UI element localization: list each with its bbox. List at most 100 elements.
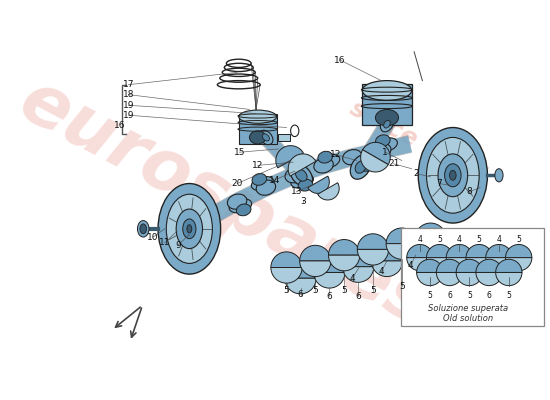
Wedge shape — [415, 239, 446, 254]
Text: 10: 10 — [147, 232, 159, 242]
Ellipse shape — [353, 154, 375, 168]
Text: 6: 6 — [327, 292, 332, 301]
Ellipse shape — [259, 130, 273, 145]
Wedge shape — [426, 258, 453, 271]
Text: 4: 4 — [497, 235, 502, 244]
Text: 12: 12 — [252, 161, 263, 170]
Wedge shape — [362, 142, 390, 164]
Ellipse shape — [256, 180, 276, 195]
Wedge shape — [496, 259, 522, 272]
Text: 20: 20 — [232, 179, 243, 188]
Wedge shape — [343, 251, 374, 267]
Text: 5: 5 — [467, 291, 472, 300]
Wedge shape — [371, 245, 403, 261]
Wedge shape — [406, 258, 433, 271]
Wedge shape — [496, 272, 522, 286]
Ellipse shape — [262, 134, 270, 141]
Text: 14: 14 — [268, 176, 280, 185]
Text: 17: 17 — [123, 80, 134, 89]
Wedge shape — [416, 272, 443, 286]
Wedge shape — [436, 272, 463, 286]
Ellipse shape — [362, 81, 411, 100]
Wedge shape — [285, 262, 316, 278]
Wedge shape — [466, 258, 492, 271]
Text: 5: 5 — [477, 235, 482, 244]
Wedge shape — [486, 258, 512, 271]
Text: 6: 6 — [298, 290, 304, 299]
Ellipse shape — [376, 110, 399, 126]
Text: 4: 4 — [457, 235, 462, 244]
Wedge shape — [386, 228, 417, 244]
Wedge shape — [285, 278, 316, 294]
Ellipse shape — [138, 220, 149, 237]
Wedge shape — [426, 244, 453, 258]
Text: 19: 19 — [123, 101, 134, 110]
Ellipse shape — [495, 169, 503, 182]
Text: 4: 4 — [417, 235, 422, 244]
Wedge shape — [371, 261, 403, 276]
Text: 21: 21 — [388, 159, 399, 168]
Ellipse shape — [252, 174, 267, 185]
Wedge shape — [436, 259, 463, 272]
Wedge shape — [328, 255, 360, 271]
Text: 6: 6 — [487, 291, 492, 300]
Text: 5: 5 — [341, 286, 347, 295]
Ellipse shape — [418, 128, 487, 223]
Text: 5: 5 — [284, 286, 289, 295]
Text: 4: 4 — [378, 267, 384, 276]
Text: 5: 5 — [516, 235, 521, 244]
Wedge shape — [400, 255, 431, 271]
Wedge shape — [318, 183, 339, 200]
Text: 4: 4 — [350, 274, 355, 283]
Text: eurospares: eurospares — [7, 66, 443, 342]
Text: 16: 16 — [114, 121, 126, 130]
Wedge shape — [446, 258, 472, 271]
Text: 15: 15 — [234, 148, 245, 157]
Wedge shape — [456, 259, 482, 272]
Text: 2: 2 — [414, 169, 420, 178]
Ellipse shape — [355, 161, 366, 173]
Ellipse shape — [187, 225, 192, 233]
Text: 3: 3 — [300, 197, 306, 206]
Text: 6: 6 — [355, 292, 361, 301]
Ellipse shape — [384, 120, 390, 128]
Text: 8: 8 — [466, 187, 472, 196]
Ellipse shape — [251, 176, 274, 190]
Wedge shape — [400, 240, 431, 255]
Ellipse shape — [371, 143, 391, 158]
Text: 5: 5 — [427, 291, 432, 300]
Wedge shape — [271, 268, 302, 283]
Text: since 1985: since 1985 — [346, 96, 491, 188]
Ellipse shape — [250, 131, 266, 144]
Wedge shape — [271, 252, 302, 268]
Wedge shape — [358, 250, 389, 265]
Ellipse shape — [314, 158, 333, 173]
Ellipse shape — [381, 117, 393, 132]
Text: 5: 5 — [437, 235, 442, 244]
Wedge shape — [486, 244, 512, 258]
Text: 13: 13 — [290, 187, 302, 196]
Ellipse shape — [227, 194, 247, 209]
FancyBboxPatch shape — [402, 228, 544, 326]
Ellipse shape — [291, 174, 313, 188]
Wedge shape — [456, 272, 482, 286]
Ellipse shape — [183, 219, 196, 239]
Bar — [278, 134, 290, 141]
Ellipse shape — [229, 199, 252, 213]
Wedge shape — [505, 258, 532, 271]
Text: 19: 19 — [123, 111, 134, 120]
Text: 5: 5 — [399, 282, 405, 291]
Wedge shape — [328, 240, 360, 255]
Wedge shape — [343, 267, 374, 282]
Text: 5: 5 — [312, 286, 318, 295]
Ellipse shape — [376, 135, 390, 147]
Text: 4: 4 — [407, 261, 413, 270]
Text: 5: 5 — [507, 291, 512, 300]
Ellipse shape — [290, 164, 312, 187]
Ellipse shape — [318, 151, 333, 163]
Text: 9: 9 — [175, 241, 181, 250]
Text: 18: 18 — [123, 90, 134, 99]
Ellipse shape — [236, 204, 251, 216]
Text: 6: 6 — [447, 291, 452, 300]
Ellipse shape — [438, 154, 468, 197]
